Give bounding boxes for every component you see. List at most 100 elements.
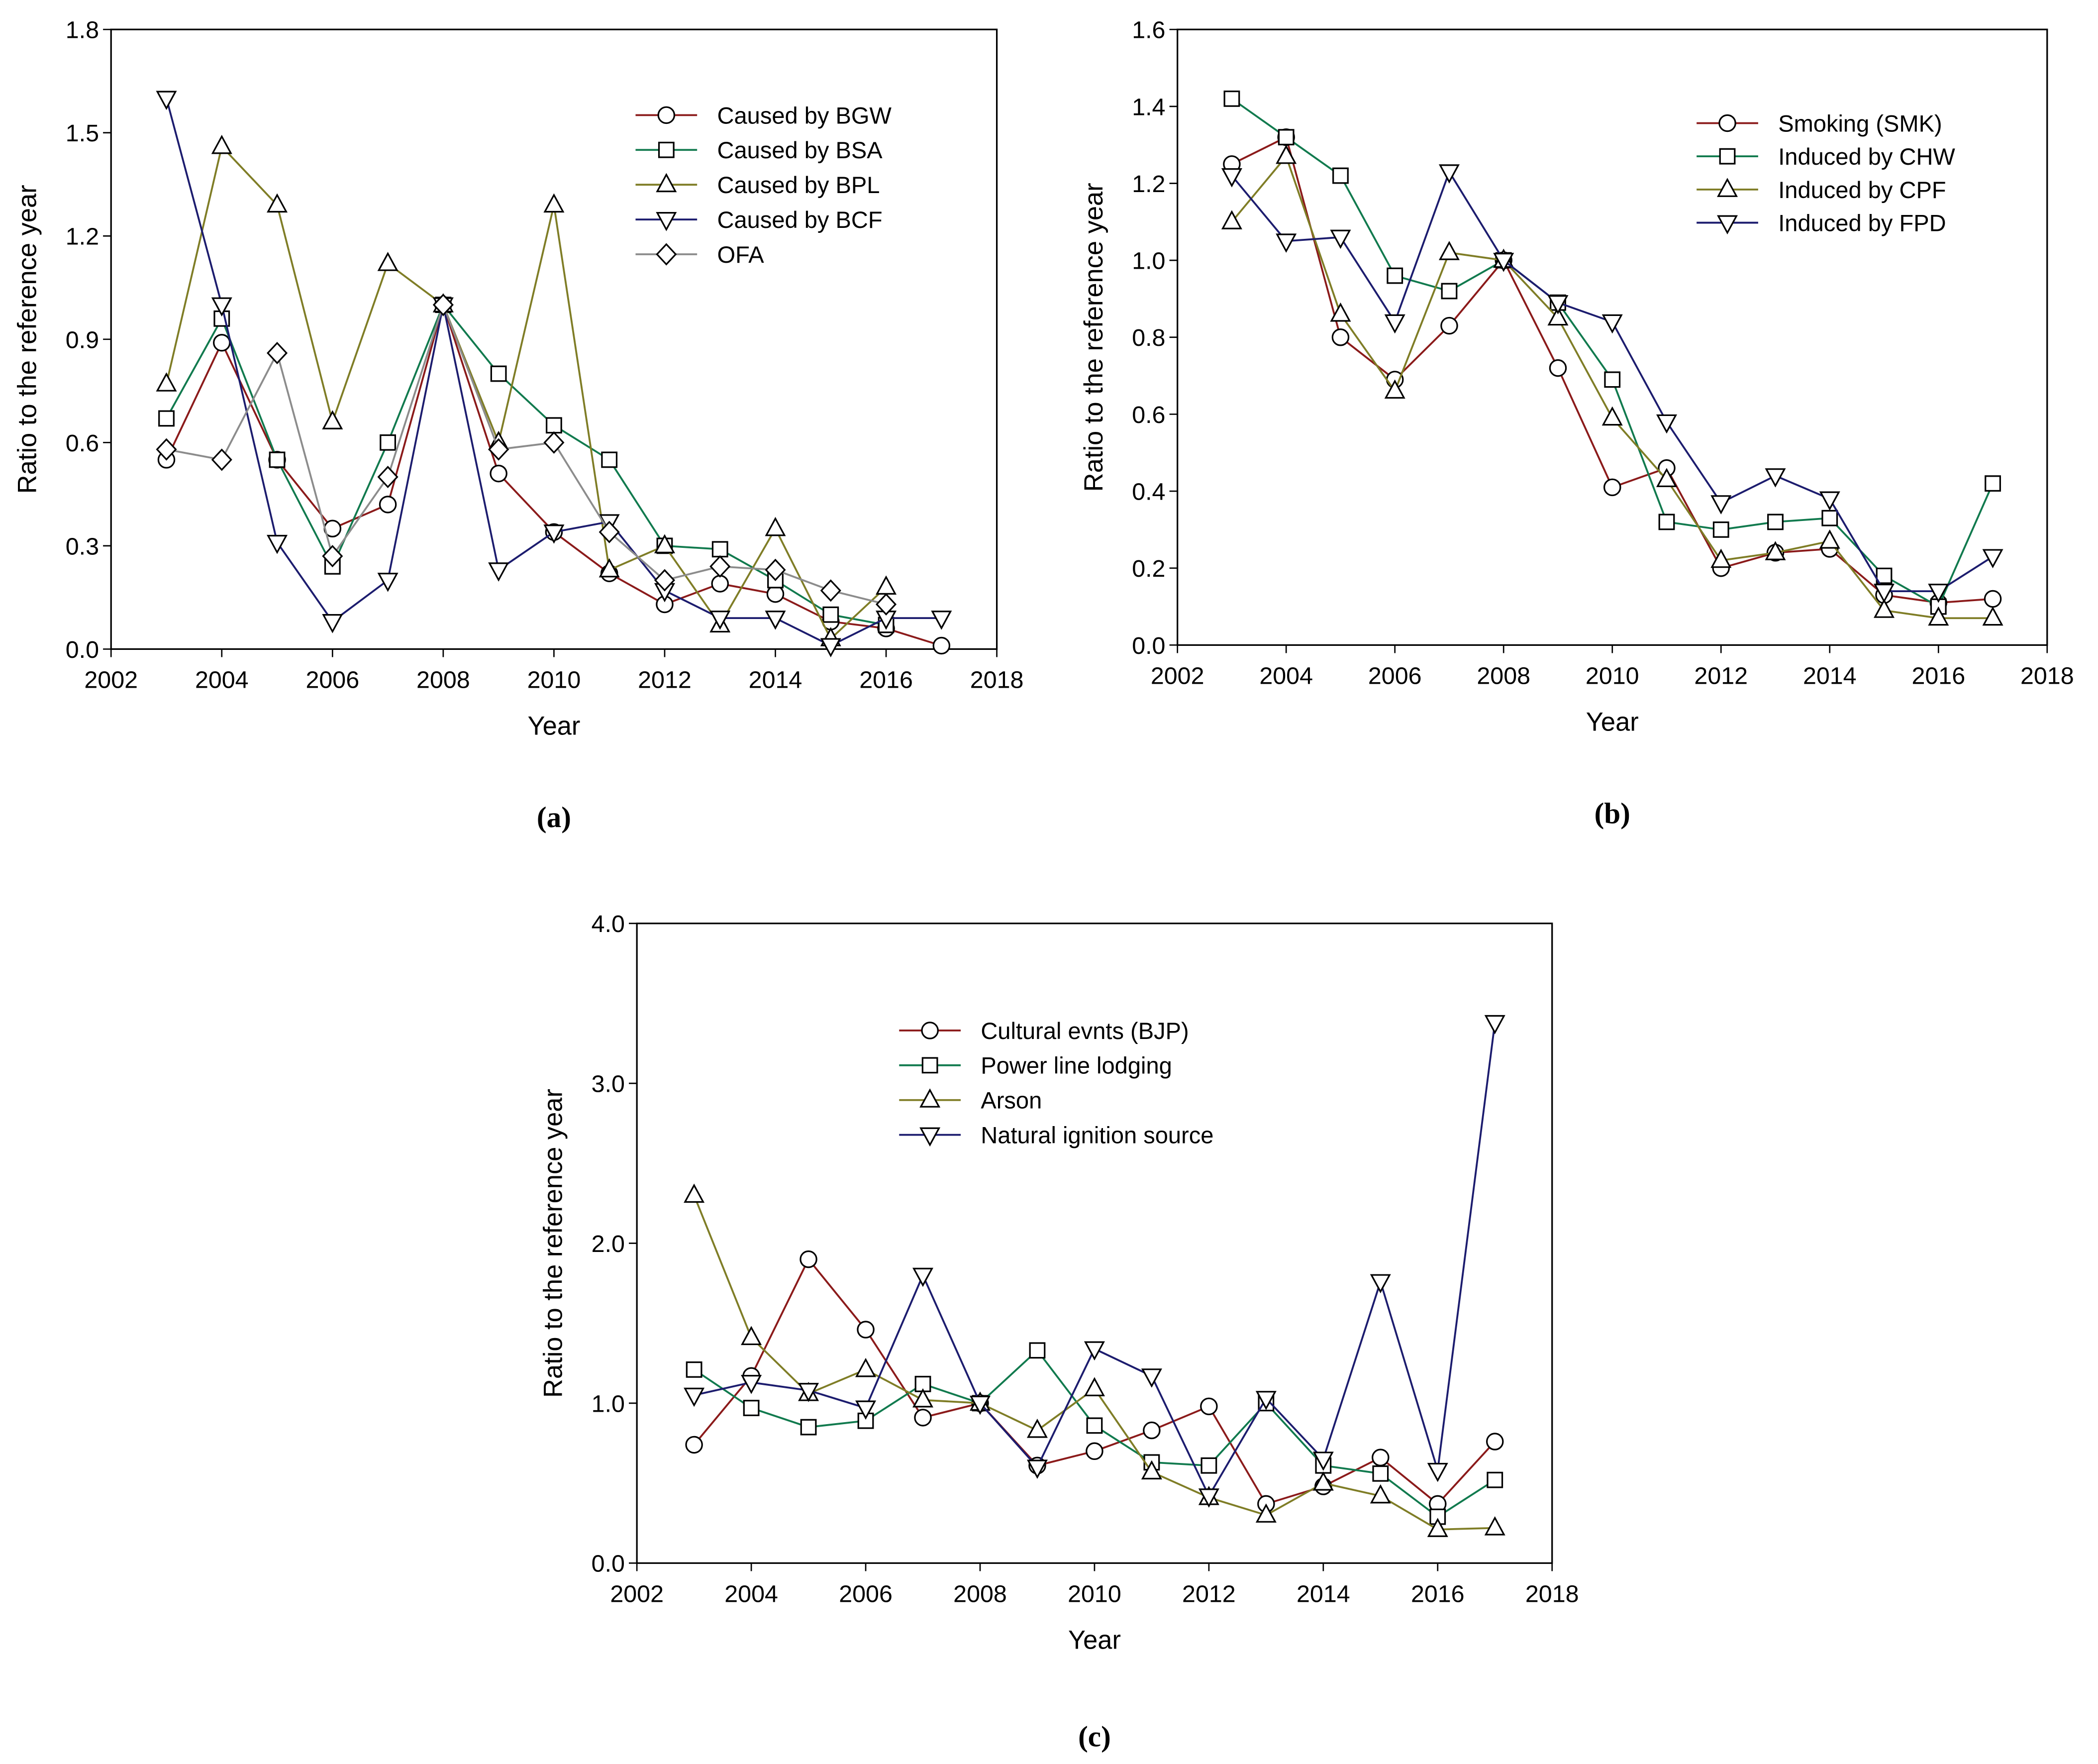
chart-b-legend-label: Induced by CHW: [1778, 143, 1955, 170]
chart-b-series-1-point: [1876, 567, 1893, 584]
chart-b-legend-label: Induced by FPD: [1778, 210, 1946, 236]
chart-c-y-axis-title: Ratio to the reference year: [539, 1089, 568, 1398]
chart-a-legend-item: Caused by BCF: [635, 207, 883, 233]
chart-b-series-2-point: [1928, 606, 1949, 626]
chart-a-ytick-label: 1.5: [66, 120, 99, 147]
chart-c-series-3-point: [855, 1400, 877, 1420]
chart-a-legend-label: Caused by BSA: [717, 137, 883, 163]
chart-c-series-3-point: [1141, 1368, 1162, 1388]
chart-c-xtick-label: 2014: [1297, 1580, 1350, 1607]
chart-a-legend-label: Caused by BCF: [717, 207, 883, 233]
chart-c-ytick-label: 4.0: [592, 911, 625, 937]
chart-a-xtick-label: 2008: [416, 666, 470, 693]
chart-c-ytick-label: 0.0: [592, 1551, 625, 1577]
chart-a-xtick-label: 2002: [84, 666, 138, 693]
chart-a-series-4-point: [267, 341, 288, 365]
chart-a-series-2-line: [165, 145, 887, 640]
chart-b-xtick-label: 2002: [1151, 662, 1204, 689]
chart-a-legend-label: Caused by BPL: [717, 172, 880, 198]
chart-c-series-1-point: [1372, 1465, 1389, 1482]
chart-b-series-3-point: [1710, 495, 1732, 515]
chart-b-legend-marker: [1717, 215, 1738, 235]
chart-c-series-0-point: [1486, 1433, 1504, 1451]
chart-c-series-3-point: [684, 1387, 705, 1407]
chart-a-series-3-point: [709, 611, 731, 630]
chart-c-series-1-point: [1086, 1417, 1103, 1434]
chart-b-series-1-point: [1767, 514, 1784, 530]
chart-c-x-axis-title: Year: [1068, 1626, 1121, 1655]
chart-c-legend-label: Power line lodging: [981, 1052, 1172, 1079]
chart-a-legend-item: Caused by BPL: [635, 172, 880, 198]
chart-a-series-4-point: [765, 558, 786, 581]
chart-a-series-3-point: [156, 91, 177, 110]
chart-c-series-1-point: [743, 1400, 760, 1416]
chart-b-ytick-label: 1.2: [1132, 171, 1165, 198]
chart-a-series-0-point: [213, 333, 231, 352]
chart-a-series-3-point: [931, 611, 952, 630]
chart-a-series-0-point: [379, 496, 397, 514]
chart-b-xtick-label: 2016: [1911, 662, 1965, 689]
chart-a-series-2-point: [654, 534, 675, 553]
chart-a-series-2-point: [211, 134, 232, 154]
chart-b-series-1-point: [1658, 514, 1675, 530]
chart-c-legend-item: Arson: [899, 1087, 1042, 1114]
chart-c-series-0-point: [799, 1250, 817, 1268]
chart-c-series-1: [686, 1342, 1503, 1525]
chart-a-series-4-point: [876, 593, 897, 616]
chart-b-legend-item: Smoking (SMK): [1697, 110, 1942, 136]
chart-c-series-3: [684, 1015, 1505, 1508]
chart-b-series-2: [1221, 144, 2003, 626]
chart-b-xtick-label: 2018: [2020, 662, 2074, 689]
chart-b-series-3-point: [1982, 549, 2003, 569]
chart-a-series-2-point: [765, 517, 786, 536]
chart-a-series-3-point: [267, 534, 288, 554]
chart-c-ytick-label: 1.0: [592, 1390, 625, 1417]
chart-c-series-3-point: [741, 1375, 762, 1394]
chart-c-series-1-point: [1200, 1457, 1217, 1474]
chart-b-series-3-point: [1928, 584, 1949, 603]
chart-c-panel-label: (c): [1078, 1720, 1111, 1753]
chart-b-series-2-point: [1601, 406, 1623, 426]
chart-a-series-1-point: [822, 606, 839, 623]
chart-b-series-2-point: [1438, 241, 1460, 260]
chart-b-series-1-point: [1278, 129, 1295, 146]
chart-b-series-3-point: [1276, 233, 1297, 253]
chart-c-legend-marker: [919, 1088, 941, 1108]
chart-c-xtick-label: 2006: [839, 1580, 893, 1607]
chart-c-series-0-point: [1143, 1421, 1161, 1440]
chart-b-series-2-point: [1547, 306, 1569, 326]
chart-c-xtick-label: 2012: [1182, 1580, 1236, 1607]
chart-c-series-0-point: [1086, 1442, 1103, 1460]
chart-b-ytick-label: 1.0: [1132, 248, 1165, 275]
chart-b-series-1: [1223, 90, 2001, 615]
chart-a-ytick-label: 1.8: [66, 17, 99, 44]
chart-b-xtick-label: 2008: [1477, 662, 1530, 689]
chart-c-legend-label: Natural ignition source: [981, 1122, 1213, 1148]
chart-c-series-3-point: [1255, 1391, 1277, 1410]
chart-a-legend-marker: [657, 106, 676, 124]
chart-c-series-2-point: [741, 1326, 762, 1346]
chart-b-series-0-point: [1331, 328, 1350, 346]
chart-c-series-0-point: [857, 1321, 875, 1339]
chart-a-y-axis-title: Ratio to the reference year: [13, 185, 42, 494]
chart-c-series-2-point: [1484, 1516, 1505, 1536]
chart-c-series-2-point: [855, 1357, 877, 1377]
chart-c-legend-item: Power line lodging: [899, 1052, 1172, 1079]
chart-b-series-1-point: [1223, 90, 1240, 107]
chart-c-series-2: [684, 1183, 1505, 1537]
chart-b-legend: Smoking (SMK) Induced by CHW Induced by CP…: [1697, 110, 1955, 236]
chart-a-xtick-label: 2014: [749, 666, 802, 693]
chart-b-series-3: [1221, 164, 2003, 603]
chart-b-series-3-point: [1547, 295, 1569, 314]
chart-b-series-2-point: [1982, 606, 2003, 626]
chart-a-series-4: [156, 294, 897, 616]
chart-b-legend-item: Induced by CHW: [1697, 143, 1955, 170]
chart-c-legend-label: Arson: [981, 1087, 1042, 1114]
chart-b-series-0-point: [1603, 478, 1621, 497]
chart-b-legend-marker: [1719, 148, 1736, 165]
chart-b-series-3-point: [1765, 468, 1786, 488]
chart-c-ytick-label: 2.0: [592, 1231, 625, 1257]
chart-c-series-3-point: [1198, 1488, 1219, 1508]
chart-c-series-3-point: [1484, 1015, 1505, 1035]
chart-b-legend-marker: [1718, 114, 1736, 132]
